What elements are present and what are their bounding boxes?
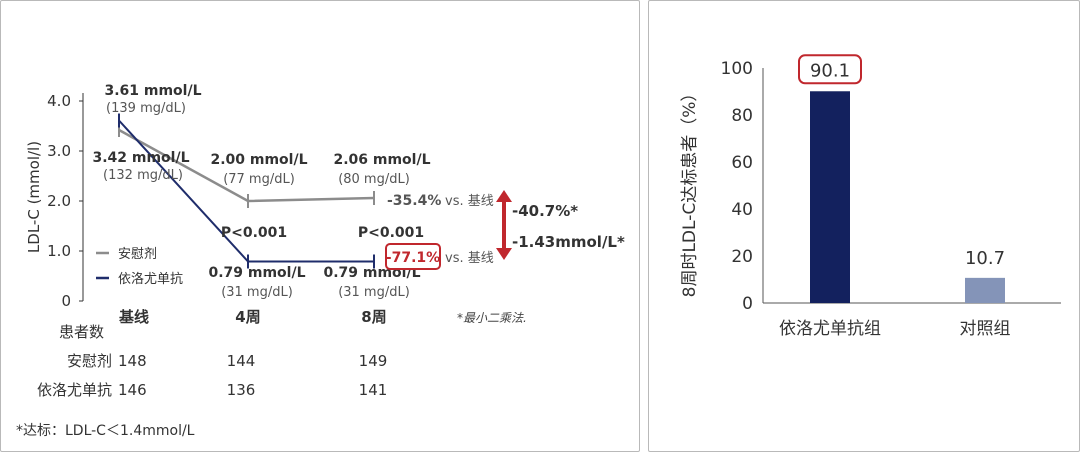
y-tick-label: 0: [742, 294, 753, 314]
evo-8w-mg: (31 mg/dL): [338, 285, 410, 300]
y-tick-label: 60: [731, 153, 753, 173]
target-footnote: *达标：LDL-C＜1.4mmol/L: [16, 423, 195, 439]
evo-vs-baseline: vs. 基线: [445, 251, 494, 266]
bars: 90.1 10.7: [798, 54, 1005, 303]
y-tick-label: 4.0: [47, 92, 71, 110]
ldl-target-bar-chart-panel: 100 80 60 40 20 0 8周时LDL-C达标患者（%） 90.1 10.7 依洛…: [648, 0, 1080, 452]
legend: 安慰剂 依洛尤单抗: [96, 247, 183, 287]
legend-label-evolocumab: 依洛尤单抗: [118, 272, 183, 287]
pvalue-4w: P<0.001: [221, 225, 287, 241]
evo-baseline-mmol: 3.61 mmol/L: [104, 83, 201, 99]
placebo-baseline-mg: (132 mg/dL): [103, 168, 183, 183]
patients-placebo-baseline: 148: [118, 352, 147, 370]
difference-pct: -40.7%*: [512, 202, 578, 220]
x-tick-4w: 4周: [235, 308, 260, 326]
y-tick-label: 1.0: [47, 242, 71, 260]
ldl-line-chart-panel: 4.0 3.0 2.0 1.0 0 LDL-C (mmol/l) 3.61 mmol/L…: [0, 0, 640, 452]
y-tick-label: 20: [731, 247, 753, 267]
pvalue-8w: P<0.001: [358, 225, 424, 241]
patients-header: 患者数: [59, 323, 104, 341]
patients-placebo-8w: 149: [359, 352, 388, 370]
placebo-baseline-mmol: 3.42 mmol/L: [92, 150, 189, 166]
y-axis-label: LDL-C (mmol/l): [25, 141, 43, 253]
ldl-line-chart: 4.0 3.0 2.0 1.0 0 LDL-C (mmol/l) 3.61 mmol/L…: [16, 83, 625, 439]
bar-control-group: [965, 277, 1005, 303]
patients-evolocumab-8w: 141: [359, 381, 388, 399]
evo-4w-mmol: 0.79 mmol/L: [208, 265, 305, 281]
evo-change-highlight-box: [385, 243, 441, 270]
placebo-4w-mg: (77 mg/dL): [223, 172, 295, 187]
evo-baseline-mg: (139 mg/dL): [106, 101, 186, 116]
legend-label-placebo: 安慰剂: [118, 247, 157, 262]
placebo-change-pct: -35.4%: [387, 193, 441, 209]
patients-placebo-4w: 144: [227, 352, 256, 370]
evo-change-pct: -77.1%: [386, 250, 440, 266]
placebo-vs-baseline: vs. 基线: [445, 194, 494, 209]
patients-row-placebo-label: 安慰剂: [67, 352, 112, 370]
y-tick-label: 40: [731, 200, 753, 220]
y-tick-label: 2.0: [47, 192, 71, 210]
bar-evolocumab-group: [810, 91, 850, 303]
bar-value-label: 10.7: [965, 248, 1005, 269]
y-tick-label: 100: [721, 59, 753, 79]
patients-evolocumab-baseline: 146: [118, 381, 147, 399]
evo-4w-mg: (31 mg/dL): [221, 285, 293, 300]
bar-value-label: 90.1: [810, 60, 850, 81]
y-axis-label: 8周时LDL-C达标患者（%）: [680, 85, 700, 298]
ldl-target-bar-chart: 100 80 60 40 20 0 8周时LDL-C达标患者（%） 90.1 10.7 依洛…: [680, 54, 1061, 339]
x-tick-baseline: 基线: [118, 308, 149, 326]
series-markers: [118, 113, 375, 269]
placebo-8w-mg: (80 mg/dL): [338, 172, 410, 187]
placebo-8w-mmol: 2.06 mmol/L: [333, 152, 430, 168]
y-tick-label: 0: [61, 292, 71, 310]
y-tick-label: 80: [731, 106, 753, 126]
y-ticks: 4.0 3.0 2.0 1.0 0: [47, 92, 83, 310]
x-tick-evolocumab-group: 依洛尤单抗组: [779, 319, 881, 339]
x-tick-control-group: 对照组: [960, 319, 1011, 339]
patients-row-evolocumab-label: 依洛尤单抗: [37, 381, 112, 399]
value-highlight-box: [798, 54, 862, 85]
patients-evolocumab-4w: 136: [227, 381, 256, 399]
placebo-4w-mmol: 2.00 mmol/L: [210, 152, 307, 168]
y-tick-label: 3.0: [47, 142, 71, 160]
difference-arrow: [496, 190, 512, 260]
method-footnote: *最小二乘法.: [457, 311, 527, 325]
difference-abs: -1.43mmol/L*: [512, 233, 625, 251]
x-tick-8w: 8周: [361, 308, 386, 326]
y-ticks: 100 80 60 40 20 0: [721, 59, 753, 314]
